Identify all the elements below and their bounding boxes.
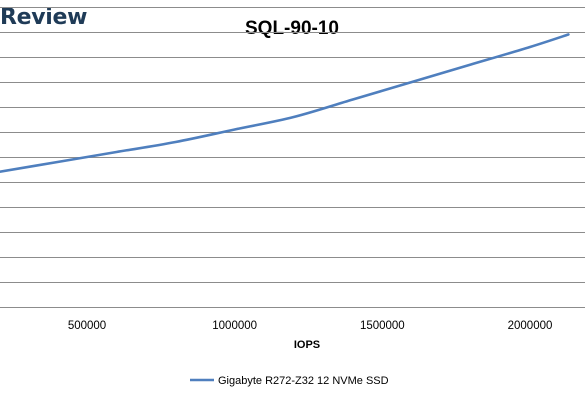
legend-label: Gigabyte R272-Z32 12 NVMe SSD — [218, 375, 389, 387]
x-axis-title: IOPS — [294, 339, 320, 351]
x-axis-ticks: 500000 1000000 1500000 2000000 — [68, 320, 553, 332]
brand-logo-text: Review — [0, 5, 88, 30]
chart-title: SQL-90-10 — [245, 18, 339, 39]
gridlines — [0, 7, 585, 308]
x-tick-label: 2000000 — [508, 320, 553, 332]
legend: Gigabyte R272-Z32 12 NVMe SSD — [190, 375, 389, 387]
x-tick-label: 500000 — [68, 320, 106, 332]
x-tick-label: 1000000 — [212, 320, 257, 332]
x-tick-label: 1500000 — [360, 320, 405, 332]
series-layer — [0, 33, 570, 174]
series-line — [0, 33, 570, 174]
